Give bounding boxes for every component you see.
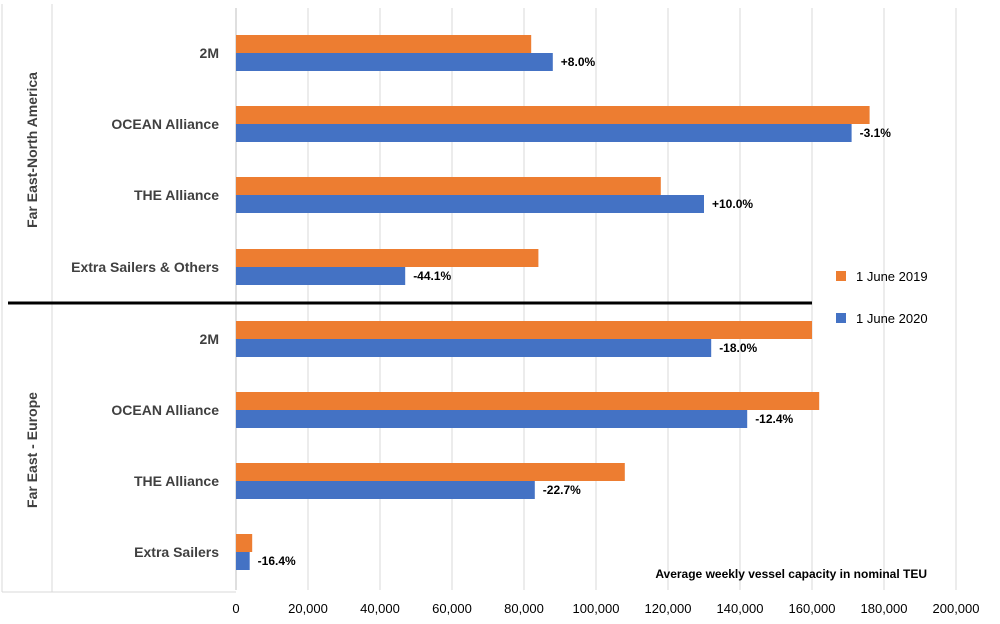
bar-2020 (236, 195, 704, 213)
bar-2020 (236, 552, 250, 570)
x-tick-label: 0 (232, 601, 239, 616)
category-label: OCEAN Alliance (111, 402, 219, 418)
legend-swatch (836, 271, 846, 281)
bar-2020 (236, 410, 748, 428)
change-data-label: -44.1% (413, 269, 451, 283)
bar-2019 (236, 321, 812, 339)
change-data-label: -22.7% (543, 483, 581, 497)
x-axis-title: Average weekly vessel capacity in nomina… (655, 567, 927, 581)
x-tick-label: 40,000 (360, 601, 400, 616)
x-tick-label: 160,000 (789, 601, 836, 616)
bar-2019 (236, 463, 625, 481)
group-label: Far East - Europe (24, 392, 40, 508)
legend-label: 1 June 2019 (856, 269, 928, 284)
change-data-label: -16.4% (258, 554, 296, 568)
x-tick-label: 140,000 (717, 601, 764, 616)
legend-label: 1 June 2020 (856, 311, 928, 326)
bar-2019 (236, 249, 539, 267)
bar-2019 (236, 35, 532, 53)
category-label: Extra Sailers & Others (71, 259, 219, 275)
bar-2020 (236, 53, 553, 71)
bar-2020 (236, 267, 406, 285)
change-data-label: +8.0% (561, 55, 596, 69)
category-label: 2M (200, 331, 219, 347)
bar-2020 (236, 124, 852, 142)
x-tick-label: 80,000 (504, 601, 544, 616)
category-label: THE Alliance (134, 473, 219, 489)
bar-2019 (236, 534, 253, 552)
category-label: OCEAN Alliance (111, 116, 219, 132)
group-label: Far East-North America (24, 72, 40, 228)
category-label: Extra Sailers (134, 544, 219, 560)
change-data-label: -18.0% (719, 341, 757, 355)
category-label: 2M (200, 45, 219, 61)
x-tick-label: 180,000 (861, 601, 908, 616)
bar-2020 (236, 481, 535, 499)
category-label: THE Alliance (134, 187, 219, 203)
bar-2019 (236, 177, 661, 195)
x-tick-label: 100,000 (573, 601, 620, 616)
x-tick-label: 60,000 (432, 601, 472, 616)
bar-2020 (236, 339, 712, 357)
bar-2019 (236, 106, 870, 124)
x-tick-label: 200,000 (933, 601, 980, 616)
x-tick-label: 20,000 (288, 601, 328, 616)
legend-swatch (836, 313, 846, 323)
bar-2019 (236, 392, 820, 410)
change-data-label: -3.1% (860, 126, 892, 140)
x-tick-label: 120,000 (645, 601, 692, 616)
change-data-label: -12.4% (755, 412, 793, 426)
change-data-label: +10.0% (712, 197, 753, 211)
